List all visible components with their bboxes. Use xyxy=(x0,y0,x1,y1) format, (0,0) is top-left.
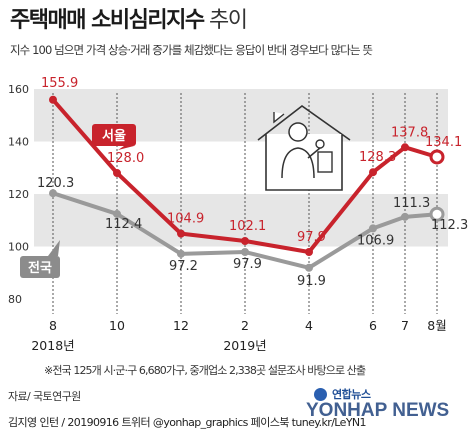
house-person-icon xyxy=(257,105,351,191)
legend-label: 전국 xyxy=(28,260,52,276)
data-point xyxy=(241,236,249,245)
legend-pointer xyxy=(48,240,60,256)
x-tick-label: 6 xyxy=(369,318,377,333)
data-label: 111.3 xyxy=(393,196,430,211)
data-point xyxy=(241,248,249,257)
data-point xyxy=(305,263,313,272)
y-tick-label: 100 xyxy=(8,241,29,254)
data-label: 112.4 xyxy=(105,217,142,232)
logo-main-text: YONHAP NEWS xyxy=(306,400,450,421)
data-point xyxy=(305,248,313,257)
credit-line: 김지영 인턴 / 20190916 트위터 @yonhap_graphics 페… xyxy=(8,416,367,429)
data-label: 112.3 xyxy=(431,218,468,233)
data-label: 106.9 xyxy=(357,233,394,248)
data-point xyxy=(49,95,57,104)
yonhap-logo-icon xyxy=(314,388,327,401)
year-label: 2018년 xyxy=(31,338,74,353)
data-point xyxy=(401,143,409,152)
x-tick-label: 10 xyxy=(109,318,125,333)
data-label: 97.9 xyxy=(233,257,262,272)
data-point xyxy=(429,206,445,222)
legend-pointer xyxy=(118,146,134,150)
data-point xyxy=(177,229,185,238)
title-bold: 주택매매 소비심리지수 xyxy=(10,8,205,33)
survey-footnote: ※전국 125개 시·군·구 6,680가구, 중개업소 2,338곳 설문조사… xyxy=(44,364,366,377)
series-line xyxy=(52,191,438,270)
data-point xyxy=(113,169,121,177)
data-label: 155.9 xyxy=(41,76,78,91)
data-label: 120.3 xyxy=(37,176,74,191)
yonhap-logo: 연합뉴스 YONHAP NEWS xyxy=(304,386,470,434)
data-point xyxy=(49,189,57,198)
legend-label: 서울 xyxy=(102,128,126,144)
y-tick-label: 140 xyxy=(8,136,29,149)
data-point xyxy=(369,168,377,177)
x-tick-label: 12 xyxy=(173,318,189,333)
data-point xyxy=(113,209,121,218)
grid-band xyxy=(34,194,448,247)
x-tick-label: 8월 xyxy=(427,318,446,333)
data-label: 128.3 xyxy=(359,150,396,165)
data-label: 128.0 xyxy=(107,151,144,166)
data-source: 자료/ 국토연구원 xyxy=(8,390,81,403)
y-axis-ticks: 80 100 120 140 160 xyxy=(8,83,29,306)
legend-box xyxy=(92,124,136,146)
data-point xyxy=(429,149,445,165)
year-label: 2019년 xyxy=(223,338,266,353)
data-point xyxy=(401,212,409,221)
data-label: 91.9 xyxy=(297,274,326,289)
y-tick-label: 80 xyxy=(8,293,22,306)
data-label: 137.8 xyxy=(391,125,428,140)
x-axis-labels: 8 10 12 2 4 6 7 8월 2018년 2019년 xyxy=(31,318,446,353)
background-bands xyxy=(34,89,448,247)
data-label: 102.1 xyxy=(229,219,266,234)
x-tick-label: 2 xyxy=(241,318,249,333)
data-label: 97.9 xyxy=(297,230,326,245)
x-tick-label: 4 xyxy=(305,318,313,333)
x-tick-label: 7 xyxy=(401,318,409,333)
series-line xyxy=(51,98,438,255)
chart-subtitle: 지수 100 넘으면 가격 상승·거래 증가를 체감했다는 응답이 반대 경우보… xyxy=(10,43,373,57)
title-thin: 추이 xyxy=(203,8,248,33)
y-tick-label: 160 xyxy=(8,83,29,96)
data-label: 97.2 xyxy=(169,259,198,274)
data-point xyxy=(177,249,185,258)
data-label: 134.1 xyxy=(425,135,462,150)
data-point xyxy=(369,224,377,233)
logo-top-text: 연합뉴스 xyxy=(332,388,371,401)
x-tick-label: 8 xyxy=(49,318,57,333)
y-tick-label: 120 xyxy=(8,188,29,201)
chart-title: 주택매매 소비심리지수 추이 xyxy=(10,2,248,34)
data-label: 104.9 xyxy=(167,212,204,227)
legend-box xyxy=(20,256,60,278)
